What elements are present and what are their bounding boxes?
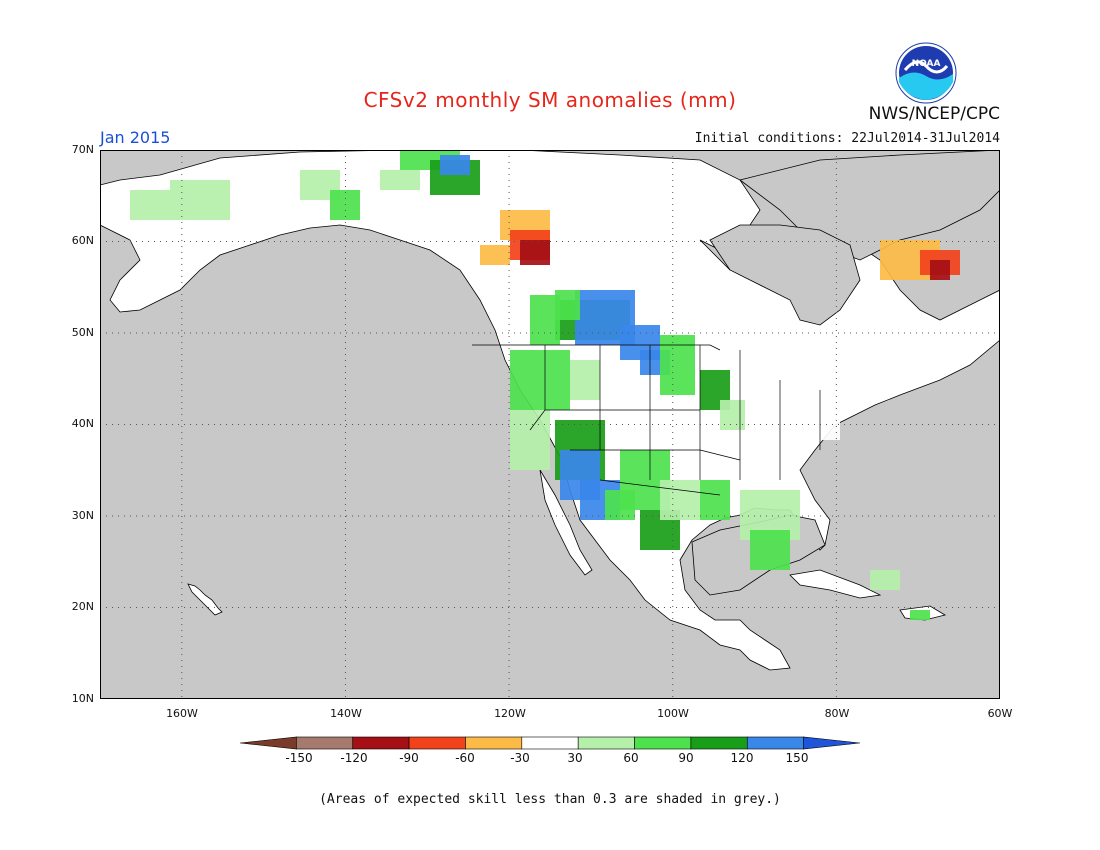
anomaly-cell (480, 245, 510, 265)
colorbar-swatch (690, 736, 748, 750)
lon-label-120w: 120W (494, 707, 526, 720)
colorbar-high-arrow (803, 736, 860, 750)
anomaly-cell (170, 180, 230, 220)
lon-label-160w: 160W (166, 707, 198, 720)
anomaly-cell (870, 570, 900, 590)
colorbar-label-m60: -60 (455, 751, 475, 765)
colorbar-swatch (408, 736, 466, 750)
noaa-logo-icon: NOAA (895, 42, 957, 104)
anomaly-cell (510, 350, 570, 410)
lat-label-20n: 20N (71, 600, 94, 613)
lon-label-140w: 140W (330, 707, 362, 720)
colorbar-legend (240, 736, 860, 750)
footnote: (Areas of expected skill less than 0.3 a… (319, 792, 781, 807)
anomaly-cell (130, 190, 170, 220)
lat-label-70n: 70N (71, 143, 94, 156)
forecast-period: Jan 2015 (100, 128, 171, 147)
anomaly-cell (700, 480, 730, 520)
anomaly-cell (750, 530, 790, 570)
colorbar-label-m90: -90 (399, 751, 419, 765)
cuba-landmass (789, 569, 882, 599)
hudson-bay (709, 224, 861, 326)
lat-label-50n: 50N (71, 326, 94, 339)
anomaly-cell (660, 335, 695, 395)
colorbar-label-120: 120 (730, 751, 754, 765)
colorbar-swatch (521, 736, 579, 750)
colorbar-label-m30: -30 (510, 751, 530, 765)
lat-lon-gridlines (100, 150, 1000, 699)
colorbar-swatch (465, 736, 523, 750)
chart-title: CFSv2 monthly SM anomalies (mm) (363, 88, 737, 112)
colorbar-label-90: 90 (678, 751, 694, 765)
hawaii-islands (187, 583, 223, 616)
map-frame (100, 150, 1000, 699)
colorbar-label-m120: -120 (340, 751, 368, 765)
anomaly-cell (910, 610, 930, 620)
colorbar-low-arrow (240, 736, 297, 750)
colorbar-label-30: 30 (567, 751, 583, 765)
baja-peninsula (539, 469, 593, 576)
lat-label-60n: 60N (71, 234, 94, 247)
anomaly-cells (130, 150, 960, 620)
lon-label-80w: 80W (824, 707, 850, 720)
colorbar-swatch (352, 736, 410, 750)
soil-moisture-anomaly-map (100, 150, 1000, 699)
colorbar-label-150: 150 (785, 751, 809, 765)
lat-label-10n: 10N (71, 692, 94, 705)
agency-label: NWS/NCEP/CPC (868, 104, 1000, 124)
anomaly-cell (930, 260, 950, 280)
anomaly-cell (530, 295, 560, 345)
anomaly-cell (520, 240, 550, 265)
lat-label-30n: 30N (71, 509, 94, 522)
anomaly-cell (380, 170, 420, 190)
logo-text: NOAA (912, 59, 941, 69)
anomaly-cell (560, 230, 610, 260)
anomaly-cell (570, 360, 600, 400)
anomaly-cell (510, 410, 550, 470)
anomaly-cell (660, 480, 700, 520)
lat-label-40n: 40N (71, 417, 94, 430)
lon-label-60w: 60W (987, 707, 1013, 720)
anomaly-cell (720, 400, 745, 430)
lon-label-100w: 100W (657, 707, 689, 720)
colorbar-swatch (634, 736, 692, 750)
colorbar-label-60: 60 (623, 751, 639, 765)
initial-conditions: Initial conditions: 22Jul2014-31Jul2014 (694, 131, 1000, 146)
colorbar-swatch (746, 736, 804, 750)
colorbar-label-m150: -150 (285, 751, 313, 765)
colorbar-swatch (577, 736, 635, 750)
colorbar-swatch (296, 736, 354, 750)
political-boundaries (472, 344, 821, 496)
anomaly-cell (440, 155, 470, 175)
